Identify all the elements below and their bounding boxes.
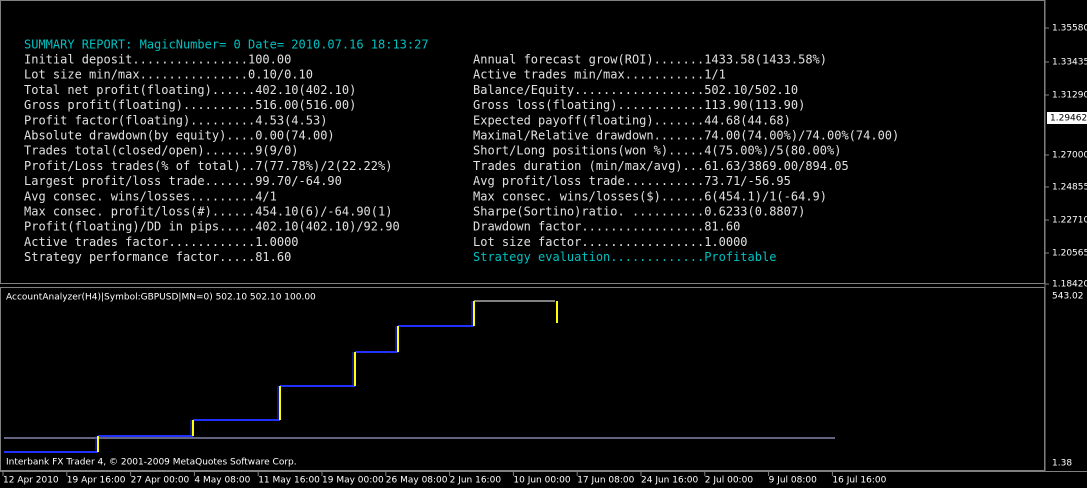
report-row: Gross profit(floating)..........516.00(5… bbox=[24, 98, 356, 112]
report-row: Max consec. wins/losses($)......6(454.1)… bbox=[473, 189, 827, 203]
report-row: Total net profit(floating)......402.10(4… bbox=[24, 83, 356, 97]
price-label: 1.18420 bbox=[1052, 280, 1087, 290]
price-label: 1.35580 bbox=[1052, 24, 1087, 34]
time-label: 2 Jun 16:00 bbox=[450, 476, 502, 486]
copyright: Interbank FX Trader 4, © 2001-2009 MetaQ… bbox=[6, 458, 297, 468]
price-label: 1.20565 bbox=[1052, 249, 1087, 259]
report-row: Trades duration (min/max/avg)...61.63/38… bbox=[473, 159, 849, 173]
indicator-label: AccountAnalyzer(H4)|Symbol:GBPUSD|MN=0) … bbox=[6, 293, 316, 303]
report-row: Avg profit/loss trade...........73.71/-5… bbox=[473, 174, 791, 188]
time-label: 19 Apr 16:00 bbox=[67, 476, 126, 486]
current-price-box bbox=[1047, 112, 1087, 124]
time-label: 19 May 00:00 bbox=[322, 476, 384, 486]
price-label: 1.24855 bbox=[1052, 183, 1087, 193]
scale-bottom: 1.38 bbox=[1052, 459, 1072, 469]
report-row: Maximal/Relative drawdown.......74.00(74… bbox=[473, 129, 899, 143]
time-label: 4 May 08:00 bbox=[194, 476, 250, 486]
report-row: Lot size min/max...............0.10/0.10 bbox=[24, 68, 313, 82]
price-label: 1.33435 bbox=[1052, 58, 1087, 68]
report-row: Lot size factor.................1.0000 bbox=[473, 235, 748, 249]
report-row: Trades total(closed/open).......9(9/0) bbox=[24, 144, 299, 158]
time-label: 26 May 08:00 bbox=[386, 476, 448, 486]
report-row: Profit(floating)/DD in pips.....402.10(4… bbox=[24, 220, 400, 234]
report-row: Short/Long positions(won %).....4(75.00%… bbox=[473, 144, 841, 158]
report-row: Strategy performance factor.....81.60 bbox=[24, 250, 291, 264]
price-label: 1.31290 bbox=[1052, 91, 1087, 101]
current-price: 1.29462 bbox=[1050, 114, 1087, 124]
time-label: 12 Apr 2010 bbox=[3, 476, 59, 486]
time-label: 16 Jul 16:00 bbox=[832, 476, 886, 486]
report-row: Initial deposit................100.00 bbox=[24, 53, 291, 67]
time-label: 24 Jun 16:00 bbox=[641, 476, 698, 486]
time-label: 11 May 16:00 bbox=[258, 476, 320, 486]
price-label: 1.22710 bbox=[1052, 216, 1087, 226]
price-label: 1.27000 bbox=[1052, 151, 1087, 161]
time-label: 10 Jun 00:00 bbox=[513, 476, 570, 486]
time-label: 9 Jul 08:00 bbox=[769, 476, 818, 486]
report-row: Active trades factor............1.0000 bbox=[24, 235, 299, 249]
report-row: Active trades min/max...........1/1 bbox=[473, 68, 726, 82]
report-row: Gross loss(floating)............113.90(1… bbox=[473, 98, 805, 112]
time-label: 17 Jun 08:00 bbox=[577, 476, 634, 486]
report-row: Absolute drawdown(by equity)....0.00(74.… bbox=[24, 129, 335, 143]
report-row: Largest profit/loss trade.......99.70/-6… bbox=[24, 174, 342, 188]
report-row: Profit factor(floating).........4.53(4.5… bbox=[24, 113, 327, 127]
report-row: Annual forecast grow(ROI).......1433.58(… bbox=[473, 53, 827, 67]
scale-top: 543.02 bbox=[1052, 292, 1084, 302]
report-header: SUMMARY REPORT: MagicNumber= 0 Date= 201… bbox=[24, 38, 429, 52]
report-row: Strategy evaluation.............Profitab… bbox=[473, 250, 776, 264]
report-row: Expected payoff(floating).......44.68(44… bbox=[473, 113, 791, 127]
report-row: Profit/Loss trades(% of total)..7(77.78%… bbox=[24, 159, 392, 173]
report-row: Balance/Equity..................502.10/5… bbox=[473, 83, 798, 97]
report-row: Max consec. profit/loss(#)......454.10(6… bbox=[24, 205, 392, 219]
report-row: Sharpe(Sortino)ratio. ..........0.6233(0… bbox=[473, 205, 805, 219]
time-label: 2 Jul 00:00 bbox=[705, 476, 754, 486]
time-label: 27 Apr 00:00 bbox=[131, 476, 190, 486]
report-row: Drawdown factor.................81.60 bbox=[473, 220, 740, 234]
report-row: Avg consec. wins/losses.........4/1 bbox=[24, 189, 277, 203]
